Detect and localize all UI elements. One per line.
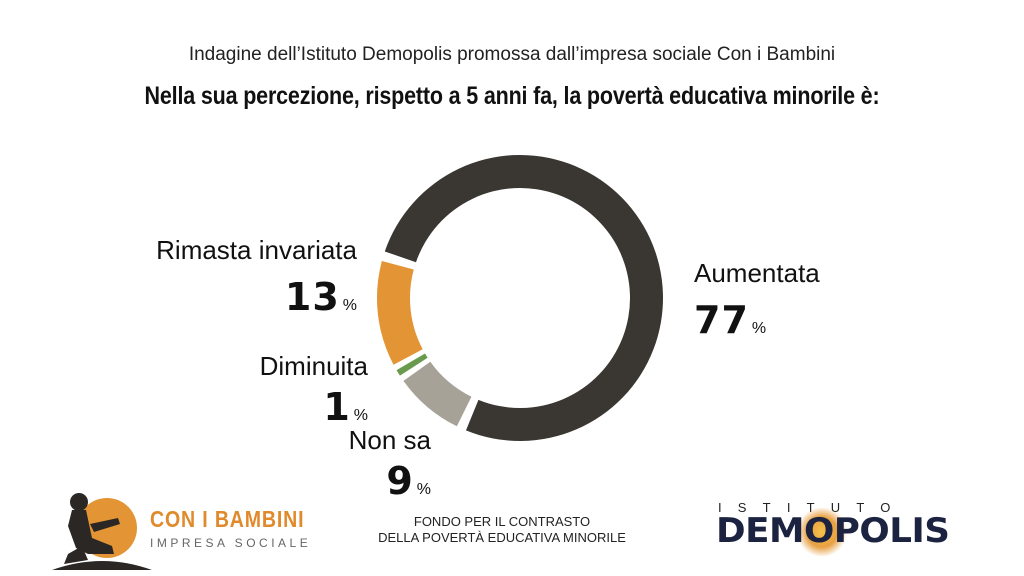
slice-non-sa — [403, 361, 472, 427]
label-aumentata-name: Aumentata — [694, 258, 820, 288]
con-i-bambini-logo-icon — [52, 493, 152, 570]
label-invariata-pct: % — [342, 297, 357, 314]
label-invariata-value: 13 — [284, 275, 340, 319]
label-diminuita: Diminuita 1% — [200, 351, 368, 426]
label-diminuita-value: 1 — [323, 385, 351, 429]
label-aumentata-value-row: 77% — [694, 301, 820, 339]
label-diminuita-pct: % — [353, 407, 368, 424]
slice-diminuita — [396, 353, 428, 376]
istituto-wordmark: ISTITUTO — [718, 500, 907, 515]
fondo-line-1: FONDO PER IL CONTRASTO — [413, 514, 591, 529]
label-invariata: Rimasta invariata 13% — [100, 235, 357, 316]
impresa-sociale-tagline: IMPRESA SOCIALE — [150, 536, 312, 550]
slice-invariata — [377, 260, 423, 365]
label-non-sa-pct: % — [416, 481, 431, 498]
label-aumentata: Aumentata 77% — [694, 258, 820, 339]
label-invariata-name: Rimasta invariata — [156, 235, 357, 265]
demopolis-sun-icon — [797, 507, 847, 557]
label-non-sa-value-row: 9% — [300, 462, 431, 500]
survey-subtitle: Indagine dell’Istituto Demopolis promoss… — [188, 44, 836, 65]
label-aumentata-value: 77 — [694, 298, 749, 342]
label-non-sa: Non sa 9% — [300, 425, 431, 500]
demopolis-wordmark: DEMOPOLIS — [716, 511, 950, 551]
label-diminuita-name: Diminuita — [259, 351, 368, 381]
label-non-sa-value: 9 — [386, 459, 414, 503]
label-non-sa-name: Non sa — [348, 425, 431, 455]
label-invariata-value-row: 13% — [100, 278, 357, 316]
con-i-bambini-wordmark: CON I BAMBINI — [150, 506, 305, 532]
label-aumentata-pct: % — [751, 320, 767, 337]
fondo-line-2: DELLA POVERTÀ EDUCATIVA MINORILE — [378, 530, 626, 545]
fondo-text: FONDO PER IL CONTRASTO DELLA POVERTÀ EDU… — [332, 514, 672, 546]
question-title: Nella sua percezione, rispetto a 5 anni … — [144, 82, 880, 110]
label-diminuita-value-row: 1% — [200, 388, 368, 426]
